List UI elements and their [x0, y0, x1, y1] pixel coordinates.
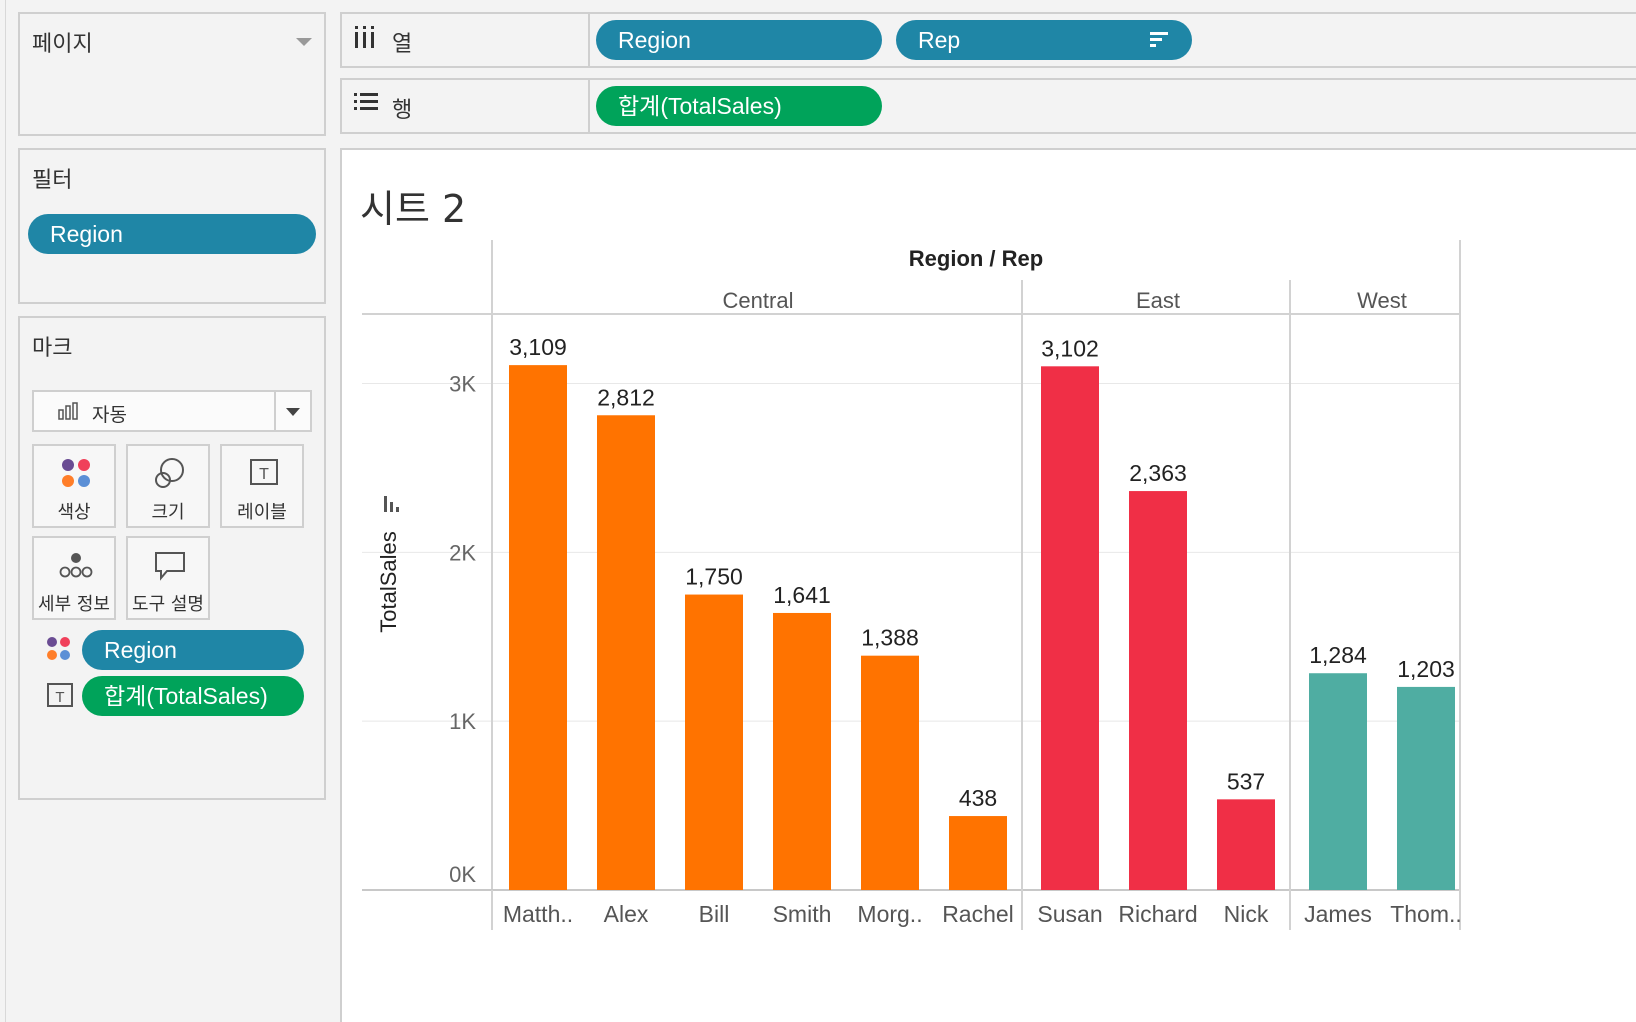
bar-value-label: 537 — [1227, 768, 1265, 794]
y-axis-label: TotalSales — [376, 531, 401, 633]
sheet-view: 시트 2 0K 1K 2K 3K Region / Rep TotalSales 3,109… — [340, 148, 1636, 1022]
x-tick-label: Susan — [1037, 901, 1102, 927]
chart-header-title: Region / Rep — [909, 246, 1043, 271]
bar — [685, 594, 743, 890]
label-card[interactable]: T 레이블 — [220, 444, 304, 528]
detail-card-label: 세부 정보 — [38, 594, 110, 615]
bar — [1041, 366, 1099, 890]
bar-value-label: 438 — [959, 785, 997, 811]
detail-icon — [59, 553, 93, 578]
columns-icon — [355, 26, 374, 48]
tooltip-icon — [155, 552, 185, 581]
chevron-down-icon[interactable] — [296, 38, 312, 48]
text-label-icon: T — [47, 683, 73, 707]
mark-type-dropdown[interactable]: 자동 — [32, 390, 312, 432]
bar-value-label: 1,750 — [685, 564, 743, 590]
rows-shelf-label: 행 — [342, 80, 590, 132]
region-header: East — [1136, 288, 1180, 313]
bar-value-label: 1,284 — [1309, 642, 1367, 668]
size-icon — [155, 458, 184, 488]
region-header: West — [1357, 288, 1407, 313]
bar-value-label: 2,812 — [597, 384, 655, 410]
bar — [861, 655, 919, 890]
marks-title: 마크 — [32, 336, 73, 361]
x-tick-label: Smith — [773, 901, 832, 927]
x-tick-label: Alex — [604, 901, 649, 927]
rows-shelf[interactable]: 행 합계(TotalSales) — [340, 78, 1636, 134]
color-card[interactable]: 색상 — [32, 444, 116, 528]
marks-panel: 마크 자동 색상 — [18, 316, 326, 800]
region-header: Central — [723, 288, 794, 313]
bar — [949, 816, 1007, 890]
marks-color-pill[interactable]: Region — [82, 630, 304, 670]
bar — [597, 415, 655, 890]
bar-value-label: 1,388 — [861, 625, 919, 651]
rows-shelf-title: 행 — [392, 98, 413, 123]
size-card[interactable]: 크기 — [126, 444, 210, 528]
columns-shelf[interactable]: 열 Region Rep — [340, 12, 1636, 68]
bar-value-label: 3,109 — [509, 334, 567, 360]
x-tick-label: Thom.. — [1390, 901, 1462, 927]
y-tick-label: 3K — [449, 372, 476, 397]
sort-icon — [384, 496, 399, 512]
color-card-label: 색상 — [57, 502, 91, 523]
bar-value-label: 1,641 — [773, 582, 831, 608]
y-tick-label: 1K — [449, 709, 476, 734]
tooltip-card[interactable]: 도구 설명 — [126, 536, 210, 620]
bar — [1217, 799, 1275, 890]
bar-value-label: 1,203 — [1397, 656, 1455, 682]
label-card-label: 레이블 — [237, 502, 287, 523]
y-tick-label: 2K — [449, 540, 476, 565]
x-tick-label: Matth.. — [503, 901, 573, 927]
dropdown-divider — [274, 392, 276, 430]
bars — [509, 365, 1455, 890]
color-palette-icon — [47, 637, 70, 660]
rows-icon — [354, 93, 378, 110]
color-palette-icon — [62, 459, 90, 487]
marks-label-pill[interactable]: 합계(TotalSales) — [82, 676, 304, 716]
mark-type-label: 자동 — [92, 404, 127, 426]
bar — [1129, 491, 1187, 890]
sort-descending-icon[interactable] — [1150, 30, 1170, 50]
tooltip-card-label: 도구 설명 — [132, 594, 204, 615]
chart-text: 0K 1K 2K 3K Region / Rep TotalSales 3,109 Matth… — [376, 246, 1462, 927]
left-rail — [0, 0, 6, 1022]
x-tick-label: Richard — [1118, 901, 1197, 927]
bar-value-label: 2,363 — [1129, 460, 1187, 486]
columns-pill-rep[interactable]: Rep — [896, 20, 1192, 60]
rows-pill-totalsales[interactable]: 합계(TotalSales) — [596, 86, 882, 126]
pages-title: 페이지 — [32, 32, 93, 57]
filters-title: 필터 — [32, 168, 73, 193]
sheet-title: 시트 2 — [360, 187, 467, 231]
bar-chart: 0K 1K 2K 3K Region / Rep TotalSales 3,109 Matth… — [362, 240, 1462, 930]
bar — [1397, 686, 1455, 890]
filters-panel: 필터 Region — [18, 148, 326, 304]
size-card-label: 크기 — [151, 502, 185, 523]
top-strip — [0, 0, 1636, 10]
bar-chart-icon — [58, 402, 78, 420]
x-tick-label: Bill — [699, 901, 730, 927]
filter-pill-region[interactable]: Region — [28, 214, 316, 254]
columns-shelf-label: 열 — [342, 14, 590, 66]
columns-pill-region[interactable]: Region — [596, 20, 882, 60]
text-label-icon: T — [250, 459, 278, 485]
x-tick-label: Rachel — [942, 901, 1014, 927]
detail-card[interactable]: 세부 정보 — [32, 536, 116, 620]
x-tick-label: Morg.. — [857, 901, 922, 927]
bar — [509, 365, 567, 890]
bar-value-label: 3,102 — [1041, 335, 1099, 361]
x-tick-label: Nick — [1224, 901, 1269, 927]
chevron-down-icon[interactable] — [286, 408, 300, 417]
svg-text:T: T — [259, 466, 269, 483]
columns-shelf-title: 열 — [392, 32, 413, 57]
x-tick-label: James — [1304, 901, 1372, 927]
bar — [1309, 673, 1367, 890]
bar — [773, 612, 831, 890]
pages-panel[interactable]: 페이지 — [18, 12, 326, 136]
svg-text:T: T — [55, 689, 64, 706]
y-tick-label: 0K — [449, 862, 476, 887]
